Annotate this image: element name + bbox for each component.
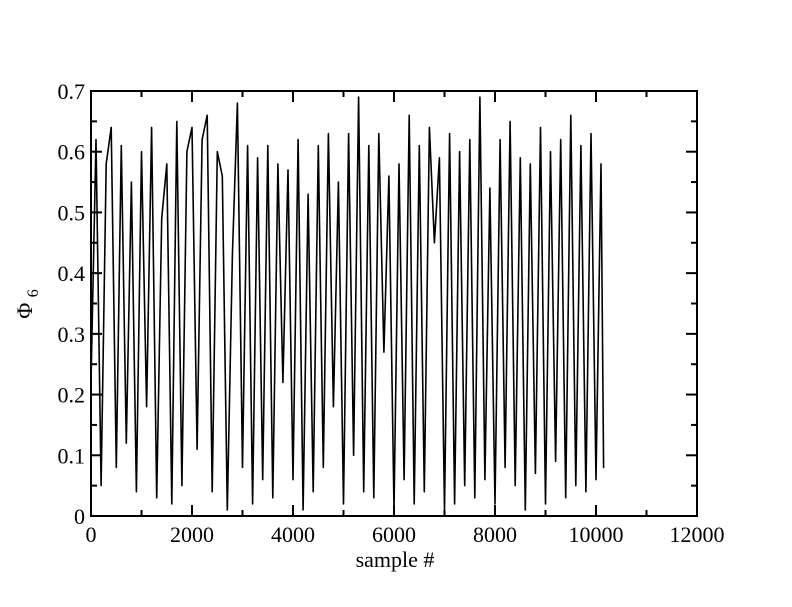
y-tick-label: 0.3: [58, 322, 86, 347]
y-tick-label: 0.4: [58, 261, 86, 286]
y-tick-labels: 0 0.1 0.2 0.3 0.4 0.5 0.6 0.7: [58, 79, 86, 529]
y-axis-label-subscript: 6: [25, 289, 42, 297]
x-tick-label: 4000: [271, 522, 315, 547]
y-axis-label-main: Φ: [12, 303, 37, 319]
x-tick-label: 8000: [473, 522, 517, 547]
x-tick-labels: 0 2000 4000 6000 8000 10000 12000: [86, 522, 725, 547]
y-tick-label: 0.7: [58, 79, 86, 104]
x-tick-label: 12000: [670, 522, 725, 547]
x-axis-label: sample #: [356, 547, 435, 572]
series-line: [90, 96, 605, 511]
y-tick-label: 0: [74, 504, 85, 529]
y-tick-label: 0.2: [58, 383, 86, 408]
y-tick-label: 0.1: [58, 443, 86, 468]
x-tick-label: 2000: [170, 522, 214, 547]
y-tick-label: 0.6: [58, 140, 86, 165]
y-axis-label: Φ 6: [12, 289, 42, 319]
x-tick-label: 0: [86, 522, 97, 547]
y-tick-label: 0.5: [58, 200, 86, 225]
x-tick-label: 10000: [569, 522, 624, 547]
x-tick-label: 6000: [372, 522, 416, 547]
